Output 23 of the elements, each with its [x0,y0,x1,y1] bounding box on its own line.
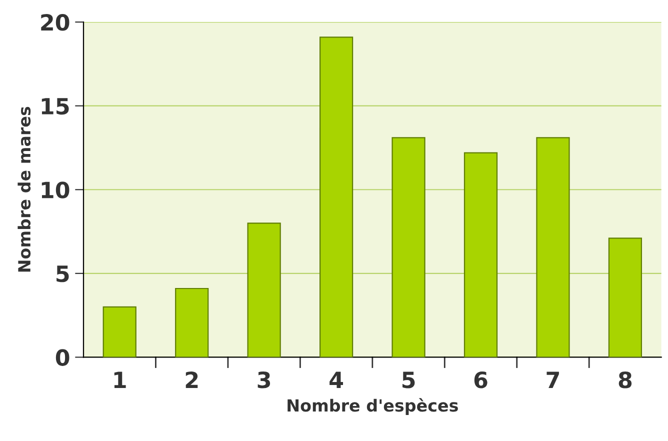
y-tick-label: 0 [56,349,70,366]
y-tick-label: 15 [42,98,69,115]
y-tick-label: 5 [56,266,69,282]
x-tick-label: 5 [402,372,415,388]
x-tick-label: 6 [474,372,488,388]
bar [392,137,426,358]
x-tick-label: 3 [258,371,270,388]
bar [536,137,570,358]
bar [464,152,498,358]
bar [175,288,209,358]
x-tick-label: 8 [618,371,632,388]
x-tick-label: 7 [546,372,559,388]
y-axis-title: Nombre de mares [18,106,31,272]
y-tick-label: 10 [42,182,70,198]
x-tick-label: 2 [186,371,198,388]
bar [102,306,136,358]
x-tick-label: 4 [330,372,344,388]
y-tick-label: 20 [41,14,70,31]
x-axis-title: Nombre d'espèces [288,398,458,415]
bar [247,222,281,358]
bar [608,238,642,358]
x-tick-label: 1 [114,372,126,388]
bar [319,36,354,358]
